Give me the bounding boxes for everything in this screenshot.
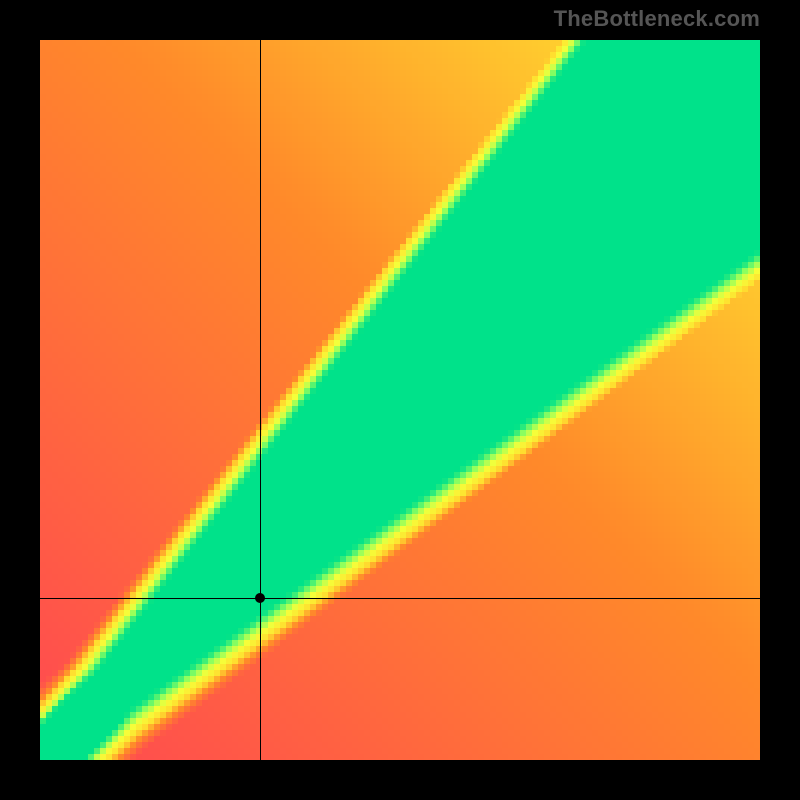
watermark-text: TheBottleneck.com: [554, 6, 760, 32]
crosshair-horizontal: [40, 598, 760, 599]
heatmap-canvas: [40, 40, 760, 760]
crosshair-vertical: [260, 40, 261, 760]
heatmap-plot: [40, 40, 760, 760]
chart-container: TheBottleneck.com: [0, 0, 800, 800]
marker-dot: [255, 593, 265, 603]
